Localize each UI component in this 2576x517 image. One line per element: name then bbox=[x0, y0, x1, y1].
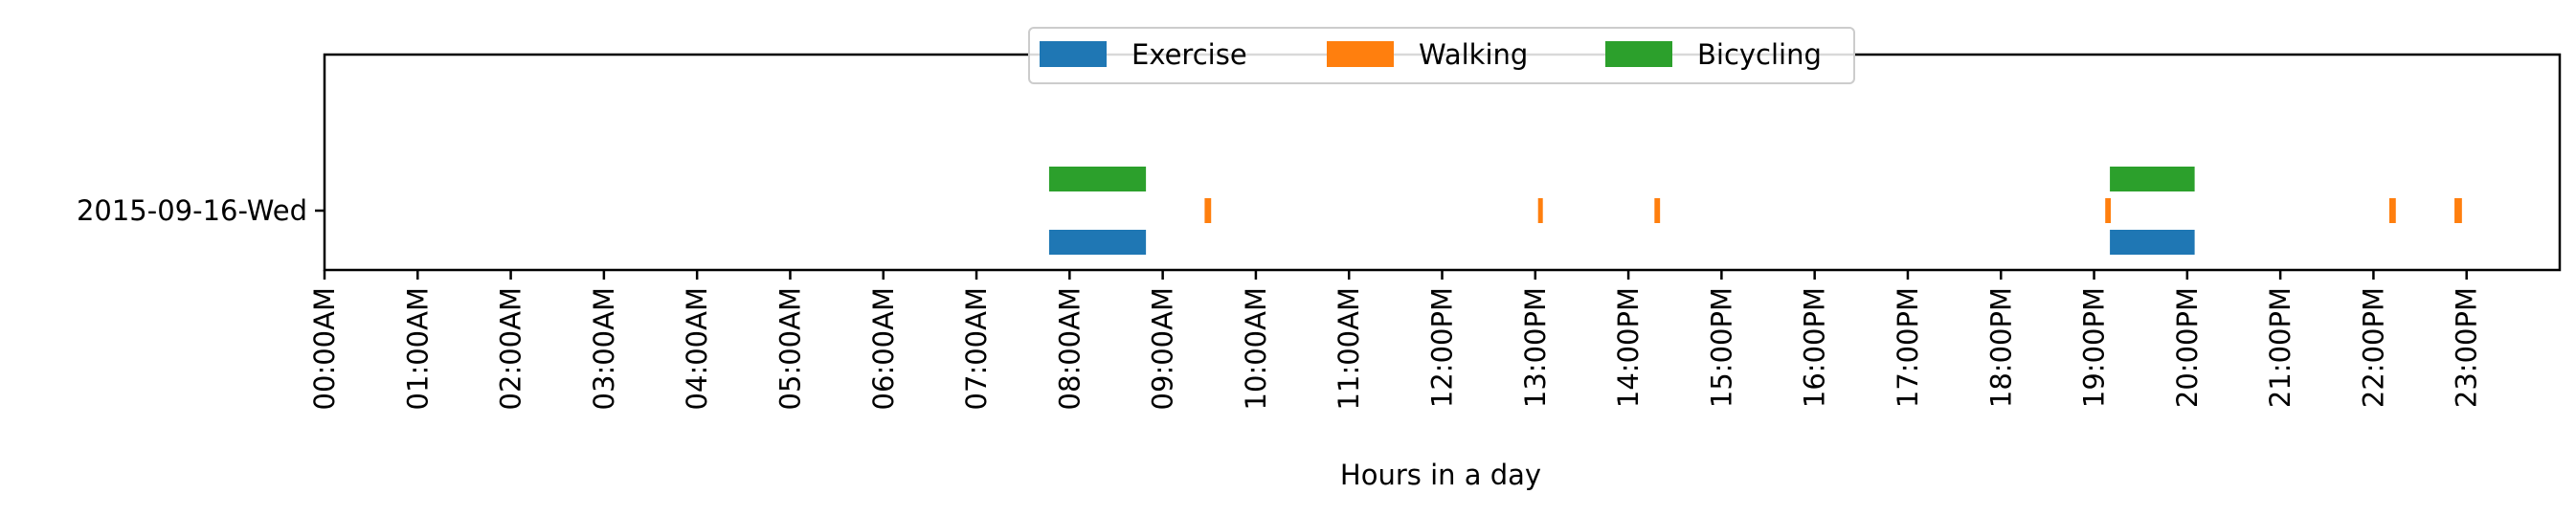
bar-walking-1 bbox=[1537, 198, 1543, 223]
x-tick-label: 18:00PM bbox=[1984, 287, 2017, 408]
x-tick-label: 07:00AM bbox=[960, 287, 993, 410]
x-tick-label: 00:00AM bbox=[308, 287, 341, 410]
bars-layer bbox=[1048, 167, 2462, 255]
bar-walking-5 bbox=[2454, 198, 2462, 223]
y-axis: 2015-09-16-Wed bbox=[77, 194, 325, 227]
x-tick-label: 09:00AM bbox=[1147, 287, 1179, 410]
bar-bicycling-1 bbox=[2110, 167, 2195, 191]
x-axis-label: Hours in a day bbox=[1340, 459, 1541, 491]
bar-walking-2 bbox=[1654, 198, 1661, 223]
x-tick-label: 01:00AM bbox=[401, 287, 434, 410]
x-tick-label: 22:00PM bbox=[2357, 287, 2389, 408]
legend-label-exercise: Exercise bbox=[1131, 38, 1247, 71]
x-tick-label: 06:00AM bbox=[867, 287, 900, 410]
bar-exercise-1 bbox=[2110, 230, 2195, 255]
x-tick-label: 03:00AM bbox=[588, 287, 620, 410]
x-tick-label: 04:00AM bbox=[681, 287, 713, 410]
x-axis: 00:00AM 01:00AM 02:00AM 03:00AM 04:00AM 05:00… bbox=[308, 270, 2483, 410]
legend-swatch-walking bbox=[1327, 41, 1394, 67]
y-tick-label: 2015-09-16-Wed bbox=[77, 194, 307, 227]
legend-label-walking: Walking bbox=[1419, 38, 1528, 71]
x-tick-label: 15:00PM bbox=[1705, 287, 1737, 408]
bar-walking-3 bbox=[2105, 198, 2112, 223]
x-tick-label: 10:00AM bbox=[1240, 287, 1272, 410]
legend-swatch-bicycling bbox=[1605, 41, 1672, 67]
bar-walking-0 bbox=[1204, 198, 1212, 223]
legend-swatch-exercise bbox=[1040, 41, 1107, 67]
bar-walking-4 bbox=[2388, 198, 2396, 223]
x-tick-label: 19:00PM bbox=[2078, 287, 2111, 408]
x-tick-label: 11:00AM bbox=[1333, 287, 1365, 410]
x-tick-label: 05:00AM bbox=[773, 287, 806, 410]
legend: Exercise Walking Bicycling bbox=[1028, 27, 1855, 84]
x-tick-label: 23:00PM bbox=[2451, 287, 2483, 408]
x-tick-label: 16:00PM bbox=[1799, 287, 1831, 408]
bar-bicycling-0 bbox=[1048, 167, 1147, 191]
bar-exercise-0 bbox=[1048, 230, 1147, 255]
plot-area-frame bbox=[323, 53, 2562, 272]
legend-label-bicycling: Bicycling bbox=[1697, 38, 1822, 71]
x-tick-label: 21:00PM bbox=[2264, 287, 2296, 408]
x-tick-label: 13:00PM bbox=[1519, 287, 1552, 408]
x-tick-label: 17:00PM bbox=[1892, 287, 1924, 408]
x-tick-label: 02:00AM bbox=[495, 287, 527, 410]
x-tick-label: 14:00PM bbox=[1612, 287, 1645, 408]
x-tick-label: 12:00PM bbox=[1426, 287, 1459, 408]
x-tick-label: 20:00PM bbox=[2171, 287, 2204, 408]
x-tick-label: 08:00AM bbox=[1053, 287, 1086, 410]
